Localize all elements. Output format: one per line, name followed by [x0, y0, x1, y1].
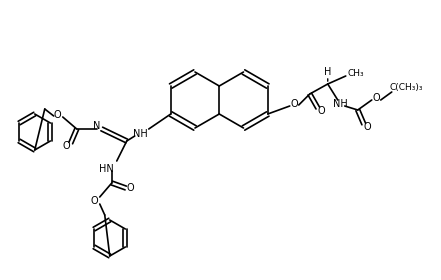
Text: C(CH₃)₃: C(CH₃)₃: [390, 83, 423, 92]
Text: HN: HN: [99, 164, 114, 174]
Text: H: H: [324, 67, 332, 77]
Text: O: O: [127, 183, 135, 193]
Text: N: N: [93, 121, 101, 131]
Text: O: O: [364, 122, 372, 132]
Text: NH: NH: [333, 99, 348, 109]
Text: CH₃: CH₃: [348, 69, 364, 78]
Text: NH: NH: [133, 129, 148, 139]
Text: O: O: [91, 196, 99, 206]
Text: O: O: [54, 110, 62, 120]
Text: O: O: [318, 106, 325, 116]
Text: O: O: [63, 141, 71, 151]
Text: O: O: [373, 93, 381, 103]
Text: O: O: [291, 99, 299, 109]
